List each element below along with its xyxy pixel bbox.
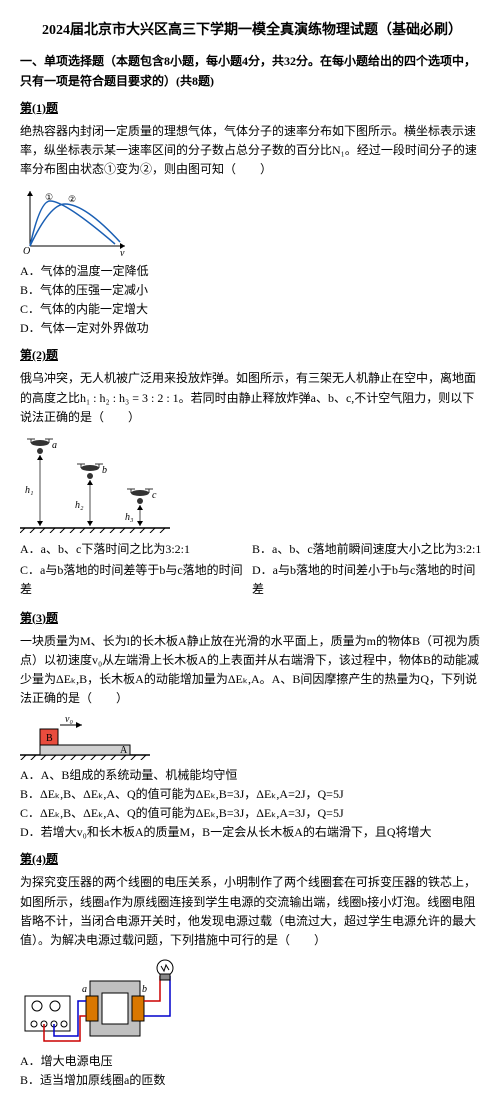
q1-optA: A．气体的温度一定降低 [20, 262, 484, 281]
section-head: 一、单项选择题（本题包含8小题，每小题4分，共32分。在每小题给出的四个选项中，… [20, 52, 484, 90]
q2-optD: D．a与b落地的时间差小于b与c落地的时间差 [252, 561, 484, 599]
q3-text: 一块质量为M、长为l的长木板A静止放在光滑的水平面上，质量为m的物体B（可视为质… [20, 632, 484, 709]
svg-text:h₃: h₃ [125, 512, 134, 523]
q2-optB: B．a、b、c落地前瞬间速度大小之比为3:2:1 [252, 540, 484, 559]
q1-figure: ① ② O v [20, 186, 484, 256]
q3-optA: A．A、B组成的系统动量、机械能均守恒 [20, 766, 484, 785]
svg-text:O: O [23, 246, 30, 256]
q1-optC: C．气体的内能一定增大 [20, 300, 484, 319]
q4-optB: B．适当增加原线圈a的匝数 [20, 1071, 484, 1090]
svg-text:h₂: h₂ [75, 500, 84, 511]
svg-text:b: b [142, 984, 147, 995]
q3-optC: C．ΔEₖ,B、ΔEₖ,A、Q的值可能为ΔEₖ,B=3J，ΔEₖ,A=3J，Q=… [20, 804, 484, 823]
svg-text:a: a [52, 440, 57, 451]
svg-text:a: a [82, 984, 87, 995]
q4-options: A．增大电源电压 B．适当增加原线圈a的匝数 [20, 1052, 484, 1090]
q3-options: A．A、B组成的系统动量、机械能均守恒 B．ΔEₖ,B、ΔEₖ,A、Q的值可能为… [20, 766, 484, 843]
q2-text: 俄乌冲突，无人机被广泛用来投放炸弹。如图所示，有三架无人机静止在空中，离地面的高… [20, 369, 484, 427]
q4-number: 第(4)题 [20, 850, 484, 869]
q2-options: A．a、b、c下落时间之比为3:2:1 B．a、b、c落地前瞬间速度大小之比为3… [20, 539, 484, 601]
q4-text: 为探究变压器的两个线圈的电压关系，小明制作了两个线圈套在可拆变压器的铁芯上，如图… [20, 873, 484, 950]
svg-text:v₀: v₀ [65, 715, 73, 725]
svg-text:h₁: h₁ [25, 485, 33, 496]
svg-text:A: A [120, 745, 128, 756]
q1-optB: B．气体的压强一定减小 [20, 281, 484, 300]
q3-figure: B A v₀ [20, 715, 484, 760]
q2-figure: a b c h₁ h₂ h₃ [20, 433, 484, 533]
svg-text:c: c [152, 490, 157, 501]
svg-text:②: ② [68, 194, 76, 204]
q1-text: 绝热容器内封闭一定质量的理想气体，气体分子的速率分布如下图所示。横坐标表示速率，… [20, 122, 484, 180]
svg-text:v: v [120, 248, 125, 256]
svg-text:b: b [102, 465, 107, 476]
q4-optA: A．增大电源电压 [20, 1052, 484, 1071]
q2-optC: C．a与b落地的时间差等于b与c落地的时间差 [20, 561, 252, 599]
q2-number: 第(2)题 [20, 346, 484, 365]
q3-optB: B．ΔEₖ,B、ΔEₖ,A、Q的值可能为ΔEₖ,B=3J，ΔEₖ,A=2J，Q=… [20, 785, 484, 804]
q4-figure: a b [20, 956, 484, 1046]
q3-number: 第(3)题 [20, 609, 484, 628]
svg-text:B: B [46, 733, 53, 744]
q1-number: 第(1)题 [20, 99, 484, 118]
q1-optD: D．气体一定对外界做功 [20, 319, 484, 338]
svg-text:①: ① [45, 192, 53, 202]
q3-optD: D．若增大v₀和长木板A的质量M，B一定会从长木板A的右端滑下，且Q将增大 [20, 823, 484, 842]
q1-options: A．气体的温度一定降低 B．气体的压强一定减小 C．气体的内能一定增大 D．气体… [20, 262, 484, 339]
q2-optA: A．a、b、c下落时间之比为3:2:1 [20, 540, 252, 559]
page-title: 2024届北京市大兴区高三下学期一模全真演练物理试题（基础必刷） [20, 20, 484, 42]
